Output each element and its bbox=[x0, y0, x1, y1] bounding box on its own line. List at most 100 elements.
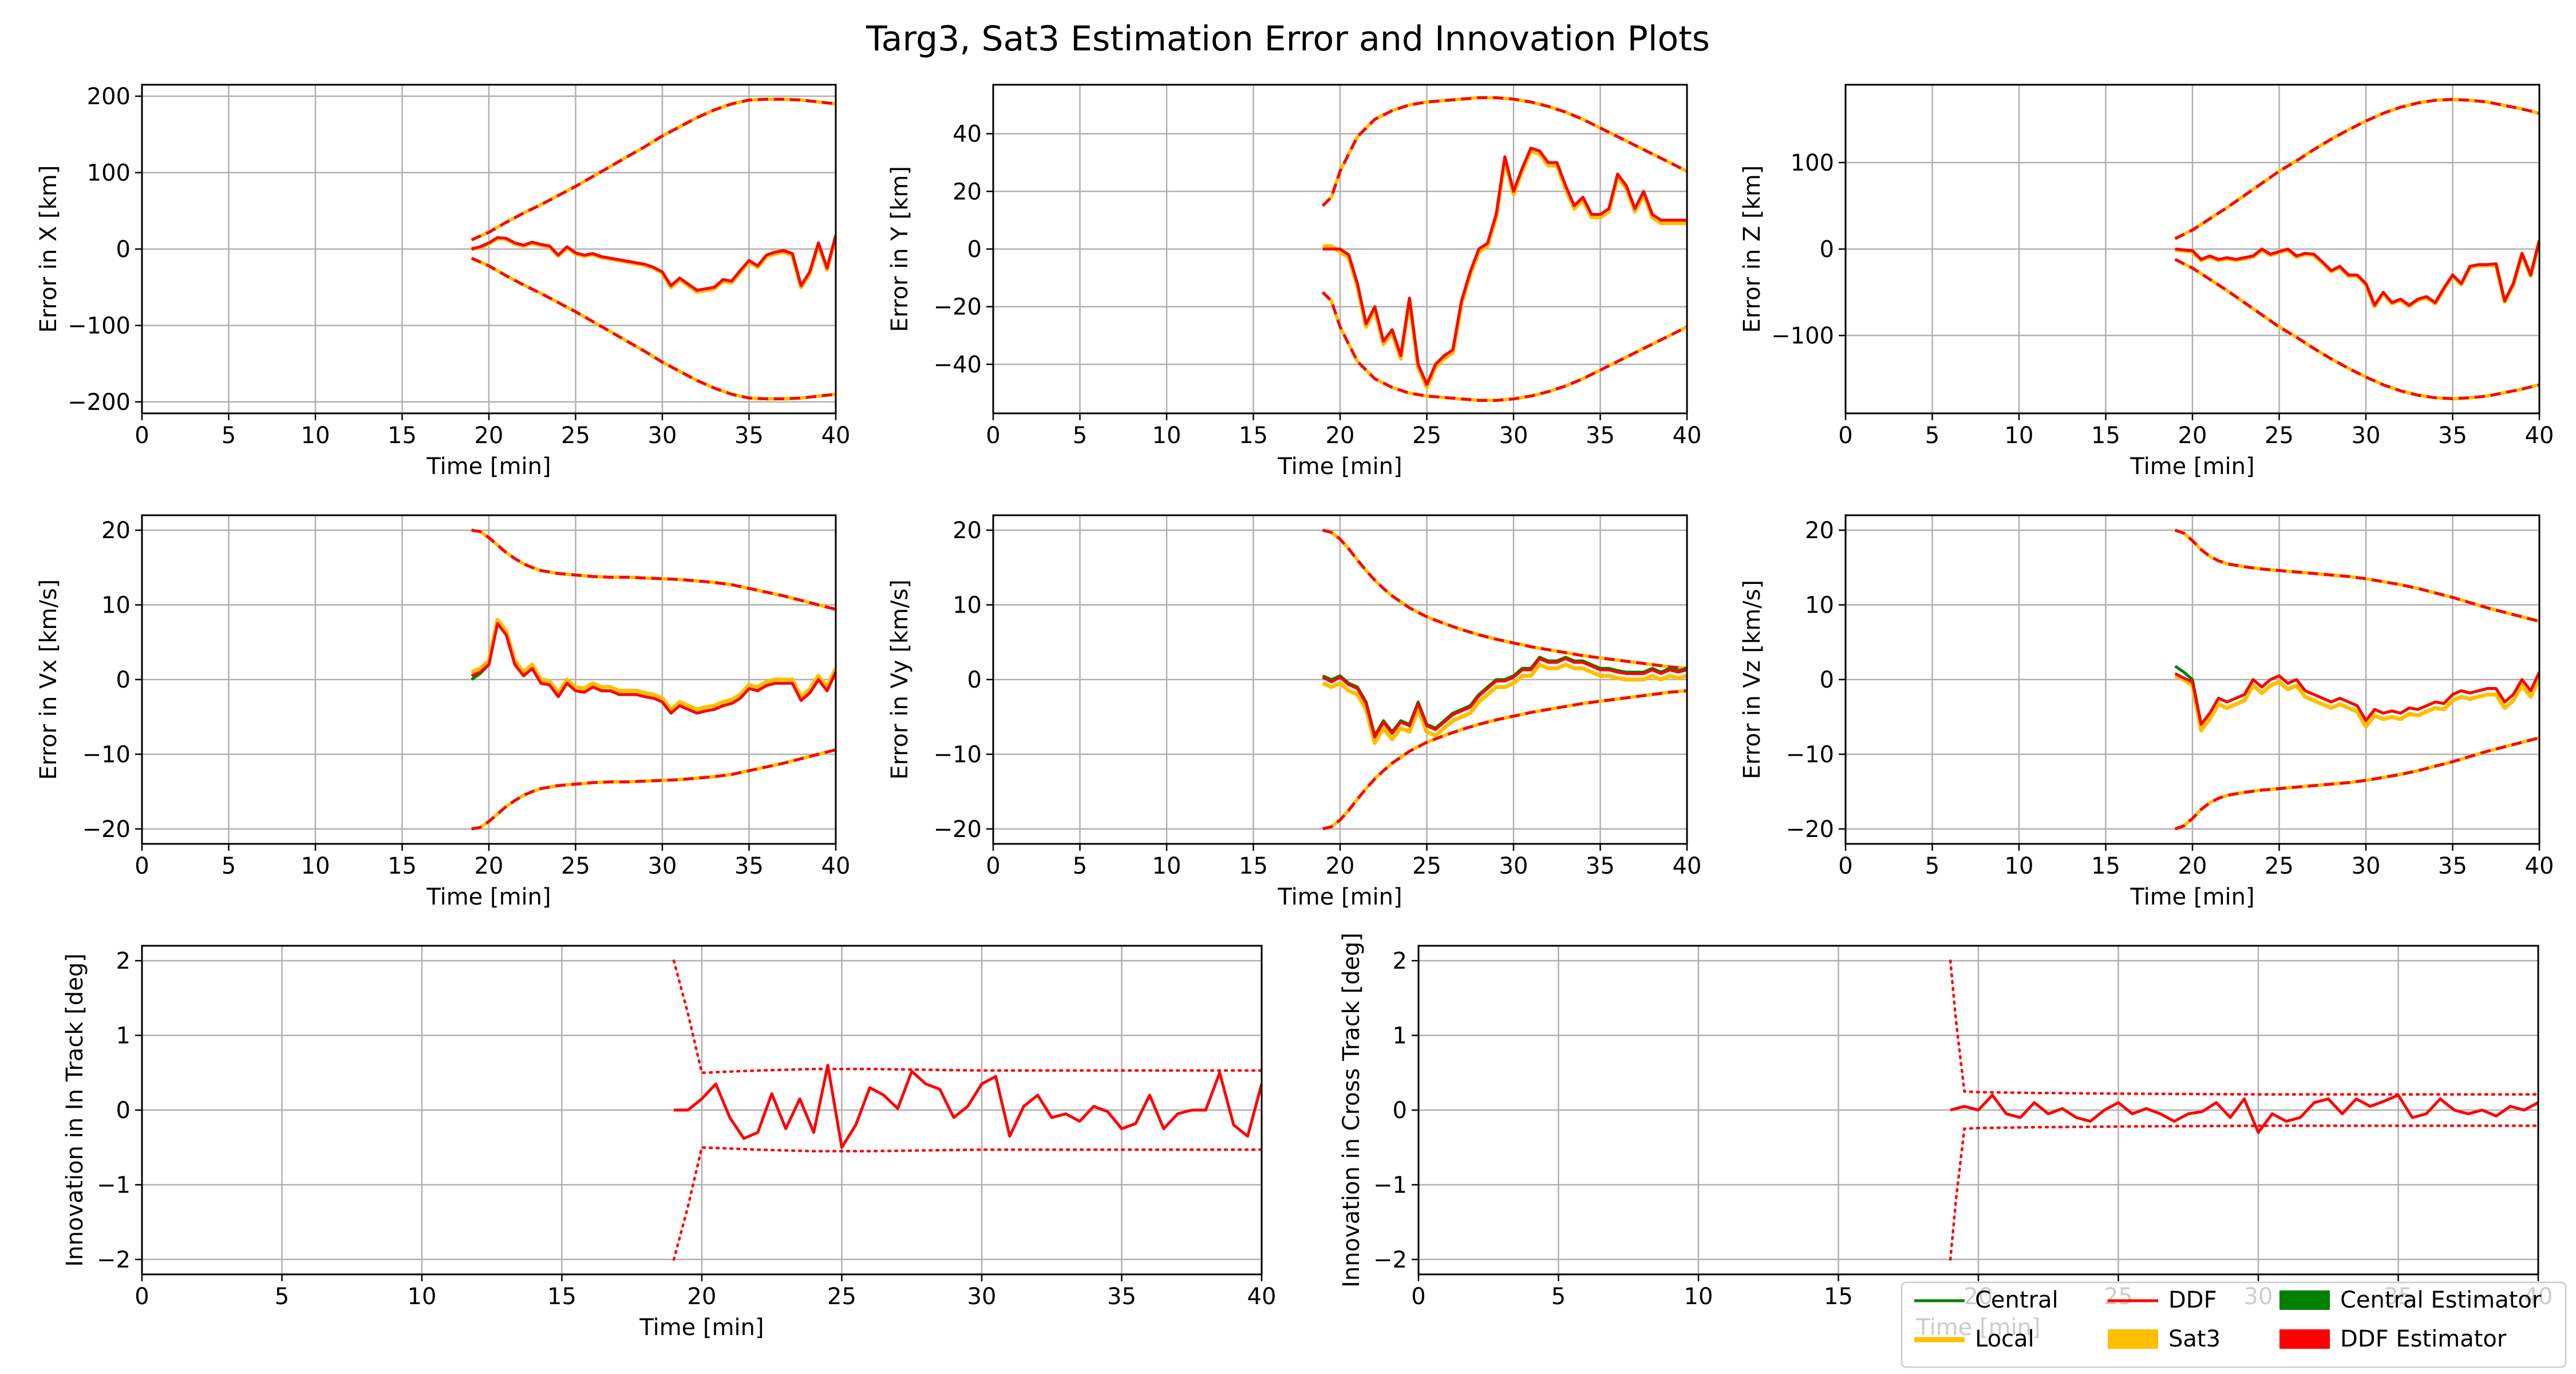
y-tick-label: 20 bbox=[101, 518, 131, 544]
x-tick-label: 0 bbox=[1838, 423, 1852, 449]
x-tick-label: 15 bbox=[1239, 423, 1268, 449]
axes-frame bbox=[1417, 945, 2539, 1276]
x-axis-label: Time [min] bbox=[1277, 453, 1402, 480]
x-tick-label: 5 bbox=[1925, 423, 1939, 449]
x-tick-label: 25 bbox=[1412, 853, 1441, 879]
x-tick-label: 15 bbox=[2091, 423, 2120, 449]
y-axis-label: Error in Vx [km/s] bbox=[35, 579, 62, 780]
x-tick-label: 20 bbox=[688, 1284, 717, 1310]
x-tick-label: 0 bbox=[986, 423, 1000, 449]
ddf-series-line bbox=[674, 1064, 1262, 1149]
y-tick-label: 10 bbox=[1805, 593, 1834, 619]
local-series-line bbox=[2174, 674, 2539, 733]
plot-data bbox=[2174, 528, 2539, 831]
legend-item: Central Estimator bbox=[2279, 1287, 2542, 1313]
x-tick-label: 15 bbox=[1239, 853, 1268, 879]
plot-data bbox=[1321, 96, 1687, 402]
axes-frame bbox=[992, 514, 1688, 845]
x-tick-label: 40 bbox=[2525, 853, 2554, 879]
ddf-series-line bbox=[471, 622, 836, 715]
legend: Central Local DDF Sat3 Central Estimator DDF … bbox=[1901, 1281, 2567, 1368]
x-tick-label: 15 bbox=[1824, 1284, 1853, 1310]
legend-patch-swatch bbox=[2108, 1329, 2158, 1349]
y-axis-label: Error in Vy [km/s] bbox=[887, 579, 913, 780]
legend-label: Sat3 bbox=[2168, 1326, 2221, 1352]
x-tick-label: 25 bbox=[2265, 853, 2294, 879]
y-tick-label: −20 bbox=[934, 816, 982, 843]
y-tick-label: 2 bbox=[116, 948, 131, 974]
figure-title: Targ3, Sat3 Estimation Error and Innovat… bbox=[866, 19, 1710, 59]
ddf-upper-bound bbox=[2174, 528, 2539, 623]
x-tick-label: 40 bbox=[2525, 423, 2554, 449]
x-tick-label: 30 bbox=[2352, 853, 2381, 879]
axes-frame bbox=[141, 514, 837, 845]
x-tick-label: 20 bbox=[1326, 853, 1355, 879]
x-tick-label: 20 bbox=[475, 423, 504, 449]
x-tick-label: 5 bbox=[222, 423, 236, 449]
x-tick-label: 35 bbox=[2438, 423, 2467, 449]
legend-label: Local bbox=[1975, 1326, 2034, 1352]
y-tick-label: 0 bbox=[967, 667, 982, 693]
y-tick-label: 10 bbox=[953, 593, 982, 619]
x-tick-label: 30 bbox=[648, 423, 677, 449]
y-tick-label: −100 bbox=[68, 313, 131, 339]
x-axis-label: Time [min] bbox=[2129, 453, 2254, 480]
x-tick-label: 30 bbox=[1499, 853, 1528, 879]
x-tick-label: 20 bbox=[1326, 423, 1355, 449]
y-tick-label: −20 bbox=[934, 294, 982, 321]
y-axis-label: Error in Y [km] bbox=[887, 166, 913, 332]
x-axis-label: Time [min] bbox=[1277, 884, 1402, 910]
x-tick-label: 25 bbox=[1412, 423, 1441, 449]
ddf-series-line bbox=[2174, 671, 2539, 726]
x-tick-label: 5 bbox=[1073, 853, 1087, 879]
x-tick-label: 10 bbox=[2005, 423, 2034, 449]
x-tick-label: 35 bbox=[734, 853, 764, 879]
x-tick-label: 0 bbox=[135, 853, 149, 879]
plot-data bbox=[1322, 528, 1687, 831]
x-tick-label: 25 bbox=[827, 1284, 856, 1310]
ddf-series-line bbox=[2175, 240, 2539, 307]
axes-frame bbox=[992, 84, 1688, 414]
x-tick-label: 15 bbox=[547, 1284, 576, 1310]
subplot-1: 0 5 10 15 20 25 30 35 40 −200 −100 0 100 200 Time [min… bbox=[35, 84, 850, 480]
x-tick-label: 10 bbox=[1152, 423, 1182, 449]
ddf-upper-bound bbox=[2174, 98, 2539, 240]
ddf-lower-bound bbox=[471, 748, 836, 831]
x-tick-label: 5 bbox=[275, 1284, 289, 1310]
ddf-lower-bound bbox=[672, 1146, 1262, 1261]
x-tick-label: 40 bbox=[1673, 423, 1702, 449]
legend-item: Central bbox=[1914, 1287, 2059, 1313]
y-tick-label: 100 bbox=[87, 160, 131, 187]
x-tick-label: 15 bbox=[388, 423, 417, 449]
x-tick-label: 10 bbox=[1684, 1284, 1713, 1310]
x-tick-label: 5 bbox=[1925, 853, 1939, 879]
y-tick-label: 200 bbox=[87, 84, 131, 110]
ddf-series-line bbox=[1322, 657, 1687, 739]
x-tick-label: 40 bbox=[821, 853, 851, 879]
y-tick-label: 1 bbox=[116, 1023, 131, 1049]
y-tick-label: 2 bbox=[1393, 948, 1407, 974]
x-tick-label: 35 bbox=[2438, 853, 2467, 879]
x-tick-label: 0 bbox=[135, 423, 149, 449]
x-tick-label: 35 bbox=[1586, 853, 1615, 879]
plot-data bbox=[2174, 97, 2539, 401]
y-tick-label: 0 bbox=[967, 236, 982, 263]
x-tick-label: 30 bbox=[648, 853, 677, 879]
ddf-upper-bound bbox=[1322, 528, 1687, 670]
subplot-3: 0 5 10 15 20 25 30 35 40 −100 0 100 Time [min] Error … bbox=[1739, 84, 2554, 480]
ddf-upper-bound bbox=[471, 97, 836, 242]
legend-item: Local bbox=[1914, 1326, 2034, 1352]
x-tick-label: 15 bbox=[388, 853, 417, 879]
y-tick-label: 0 bbox=[116, 1097, 131, 1124]
y-tick-label: 0 bbox=[1820, 667, 1834, 693]
subplot-2: 0 5 10 15 20 25 30 35 40 −40 −20 0 20 40 Time [min] Err… bbox=[887, 84, 1702, 480]
ddf-lower-bound bbox=[1949, 1124, 2538, 1261]
y-tick-label: −20 bbox=[1786, 816, 1834, 843]
ddf-lower-bound bbox=[471, 256, 836, 401]
y-tick-label: −200 bbox=[68, 389, 131, 416]
y-tick-label: −2 bbox=[97, 1247, 131, 1273]
x-axis-label: Time [min] bbox=[2129, 884, 2254, 910]
plot-data bbox=[471, 97, 836, 401]
